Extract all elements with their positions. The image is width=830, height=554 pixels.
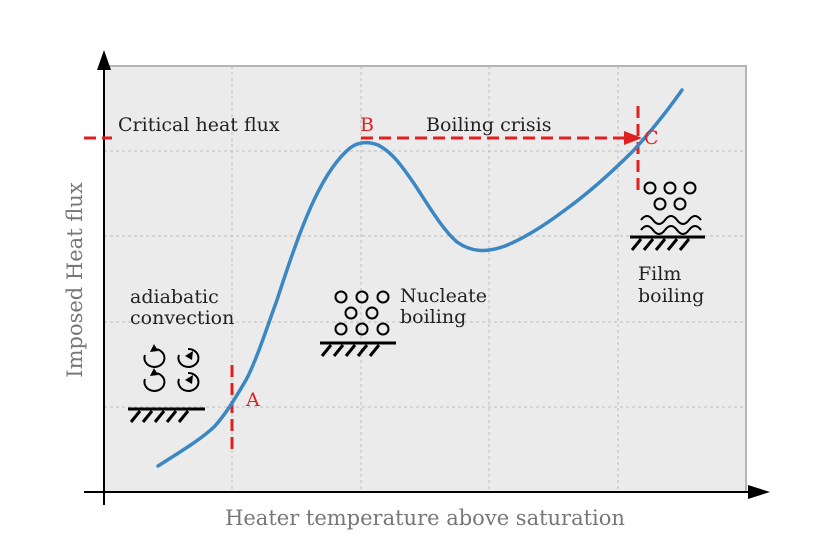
point-label-c: C [644,127,659,149]
point-label-b: B [360,114,374,136]
adiabatic-label-line1: adiabatic [130,286,219,308]
point-label-a: A [245,389,260,411]
convection-icon [128,344,205,423]
x-axis-title: Heater temperature above saturation [225,506,625,530]
nucleate-bubbles-icon [320,290,396,357]
boiling-crisis-arrowhead [624,131,642,145]
critical-heat-flux-label: Critical heat flux [118,114,280,136]
y-axis-arrowhead [97,50,111,70]
film-boiling-icon [630,181,705,251]
adiabatic-label-line2: convection [130,307,234,329]
boiling-crisis-label: Boiling crisis [426,114,551,136]
film-label-line1: Film [638,263,681,285]
nucleate-label-line2: boiling [400,306,466,328]
y-axis-title: Imposed Heat flux [63,182,87,378]
boiling-curve [156,88,684,468]
x-axis-arrowhead [748,485,770,499]
film-label-line2: boiling [638,285,704,307]
nucleate-label-line1: Nucleate [400,285,487,307]
axes [84,50,770,505]
